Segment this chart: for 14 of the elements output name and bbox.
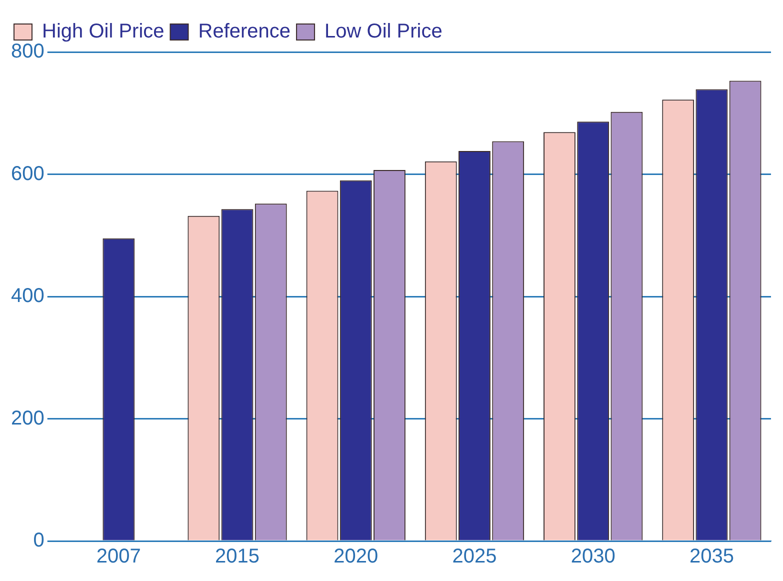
- y-tick-label: 800: [10, 40, 44, 63]
- x-tick-label: 2007: [96, 546, 141, 568]
- y-tick-label: 600: [10, 162, 44, 185]
- legend-label: High Oil Price: [42, 20, 164, 43]
- x-tick-label: 2020: [334, 546, 378, 568]
- x-tick-label: 2030: [570, 546, 616, 568]
- legend-label: Reference: [198, 20, 291, 43]
- x-tick-label: 2035: [689, 546, 734, 568]
- y-tick-label: 200: [10, 407, 44, 430]
- legend-label: Low Oil Price: [324, 20, 442, 43]
- x-tick-label: 2025: [452, 546, 497, 568]
- y-tick-label: 400: [10, 285, 44, 308]
- y-tick-label: 0: [33, 530, 44, 552]
- x-tick-label: 2015: [215, 546, 260, 568]
